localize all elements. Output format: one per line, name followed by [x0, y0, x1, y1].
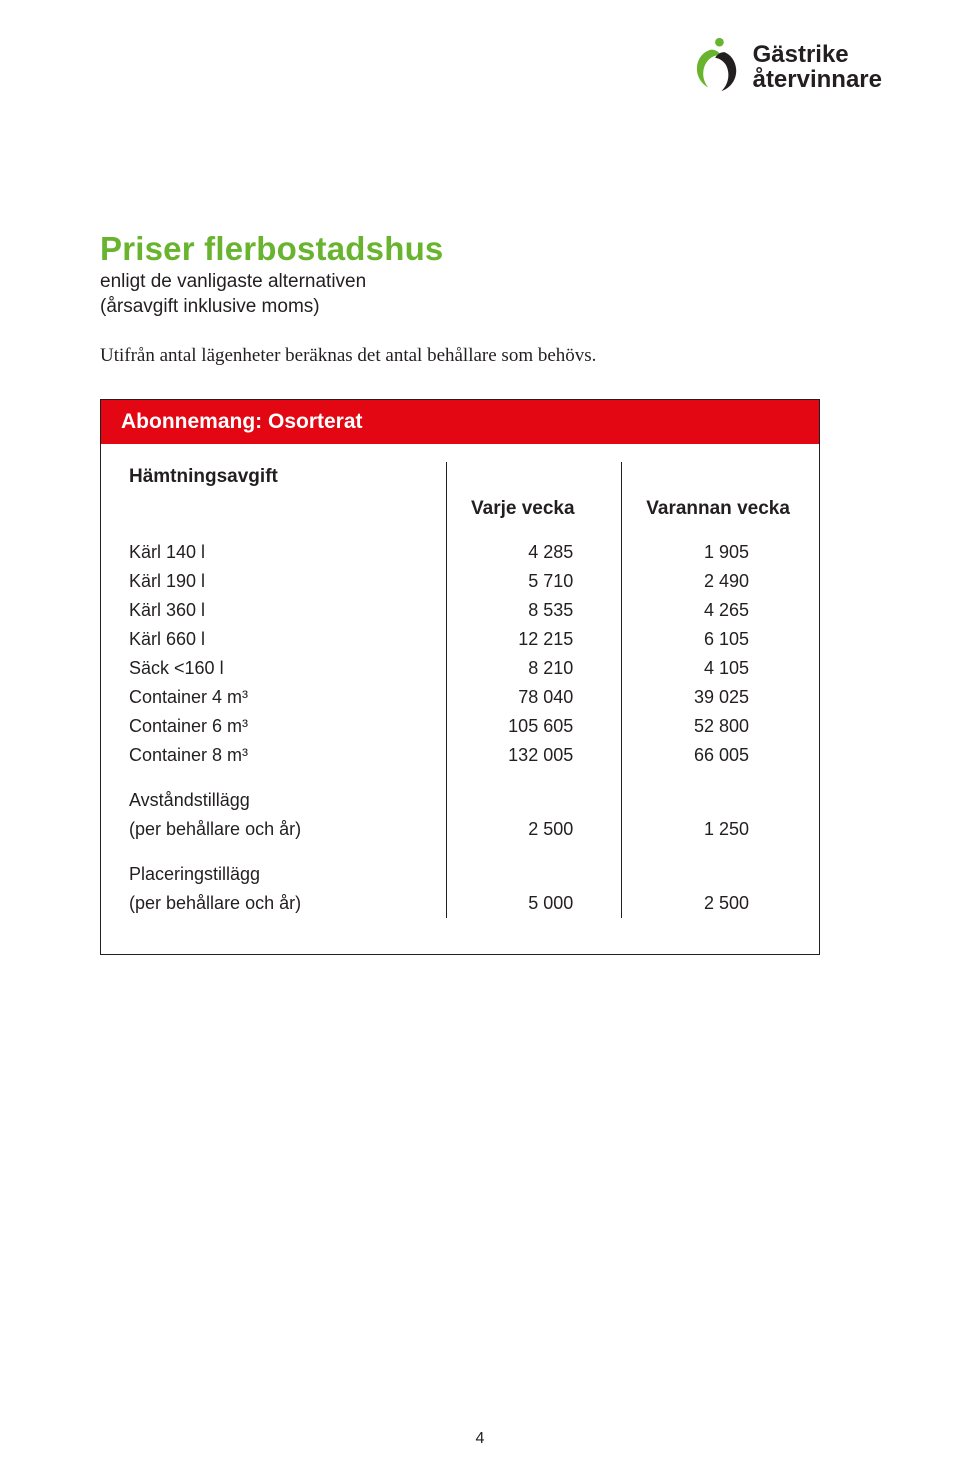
row-col3: 66 005	[622, 741, 797, 770]
page-number: 4	[0, 1430, 960, 1448]
row-col3: 4 265	[622, 596, 797, 625]
col2-heading: Varje vecka	[447, 494, 622, 538]
row-label: Container 4 m³	[123, 683, 447, 712]
rows-body: Kärl 140 l4 2851 905Kärl 190 l5 7102 490…	[123, 538, 797, 770]
row-label: Säck <160 l	[123, 654, 447, 683]
extra-col3: 2 500	[622, 889, 797, 918]
table-row: Kärl 190 l5 7102 490	[123, 567, 797, 596]
recycle-swoosh-icon	[681, 36, 743, 98]
price-grid: Hämtningsavgift Varje vecka Varannan vec…	[123, 462, 797, 918]
extra-col3: 1 250	[622, 815, 797, 844]
row-col2: 132 005	[447, 741, 622, 770]
brand-logo: Gästrike återvinnare	[681, 36, 882, 98]
extra-row-values: (per behållare och år)5 0002 500	[123, 889, 797, 918]
row-label: Container 6 m³	[123, 712, 447, 741]
row-col3: 39 025	[622, 683, 797, 712]
page-subtitle: enligt de vanligaste alternativen(årsavg…	[100, 270, 880, 319]
brand-line1: Gästrike	[753, 42, 882, 67]
page: Gästrike återvinnare Priser flerbostadsh…	[0, 0, 960, 1482]
content: Priser flerbostadshus enligt de vanligas…	[100, 40, 880, 955]
table-row: Container 6 m³105 60552 800	[123, 712, 797, 741]
extra-row-label: Placeringstillägg	[123, 860, 797, 889]
extra-label: Avståndstillägg	[123, 786, 447, 815]
col1-heading: Hämtningsavgift	[123, 462, 447, 494]
row-col3: 52 800	[622, 712, 797, 741]
extra-label: Placeringstillägg	[123, 860, 447, 889]
row-col2: 78 040	[447, 683, 622, 712]
row-col2: 8 535	[447, 596, 622, 625]
table-row: Kärl 140 l4 2851 905	[123, 538, 797, 567]
row-col2: 8 210	[447, 654, 622, 683]
row-label: Kärl 660 l	[123, 625, 447, 654]
row-col3: 4 105	[622, 654, 797, 683]
table-banner: Abonnemang: Osorterat	[101, 400, 819, 444]
brand-name: Gästrike återvinnare	[753, 42, 882, 92]
extras-body: Avståndstillägg(per behållare och år)2 5…	[123, 786, 797, 918]
table-row: Container 4 m³78 04039 025	[123, 683, 797, 712]
row-col2: 5 710	[447, 567, 622, 596]
extra-sublabel: (per behållare och år)	[123, 889, 447, 918]
col3-heading: Varannan vecka	[622, 494, 797, 538]
table-row: Kärl 360 l8 5354 265	[123, 596, 797, 625]
extra-sublabel: (per behållare och år)	[123, 815, 447, 844]
table-row: Container 8 m³132 00566 005	[123, 741, 797, 770]
row-col3: 6 105	[622, 625, 797, 654]
row-col2: 105 605	[447, 712, 622, 741]
row-col2: 4 285	[447, 538, 622, 567]
row-col3: 2 490	[622, 567, 797, 596]
extra-row-values: (per behållare och år)2 5001 250	[123, 815, 797, 844]
row-label: Kärl 360 l	[123, 596, 447, 625]
row-col2: 12 215	[447, 625, 622, 654]
brand-line2: återvinnare	[753, 67, 882, 92]
table-row: Kärl 660 l12 2156 105	[123, 625, 797, 654]
row-label: Kärl 190 l	[123, 567, 447, 596]
row-label: Kärl 140 l	[123, 538, 447, 567]
row-label: Container 8 m³	[123, 741, 447, 770]
price-table: Abonnemang: Osorterat Hämtningsavgift Va…	[100, 399, 820, 955]
extra-col2: 2 500	[447, 815, 622, 844]
intro-text: Utifrån antal lägenheter beräknas det an…	[100, 343, 660, 369]
row-col3: 1 905	[622, 538, 797, 567]
extra-row-label: Avståndstillägg	[123, 786, 797, 815]
table-row: Säck <160 l8 2104 105	[123, 654, 797, 683]
extra-col2: 5 000	[447, 889, 622, 918]
page-title: Priser flerbostadshus	[100, 230, 880, 268]
